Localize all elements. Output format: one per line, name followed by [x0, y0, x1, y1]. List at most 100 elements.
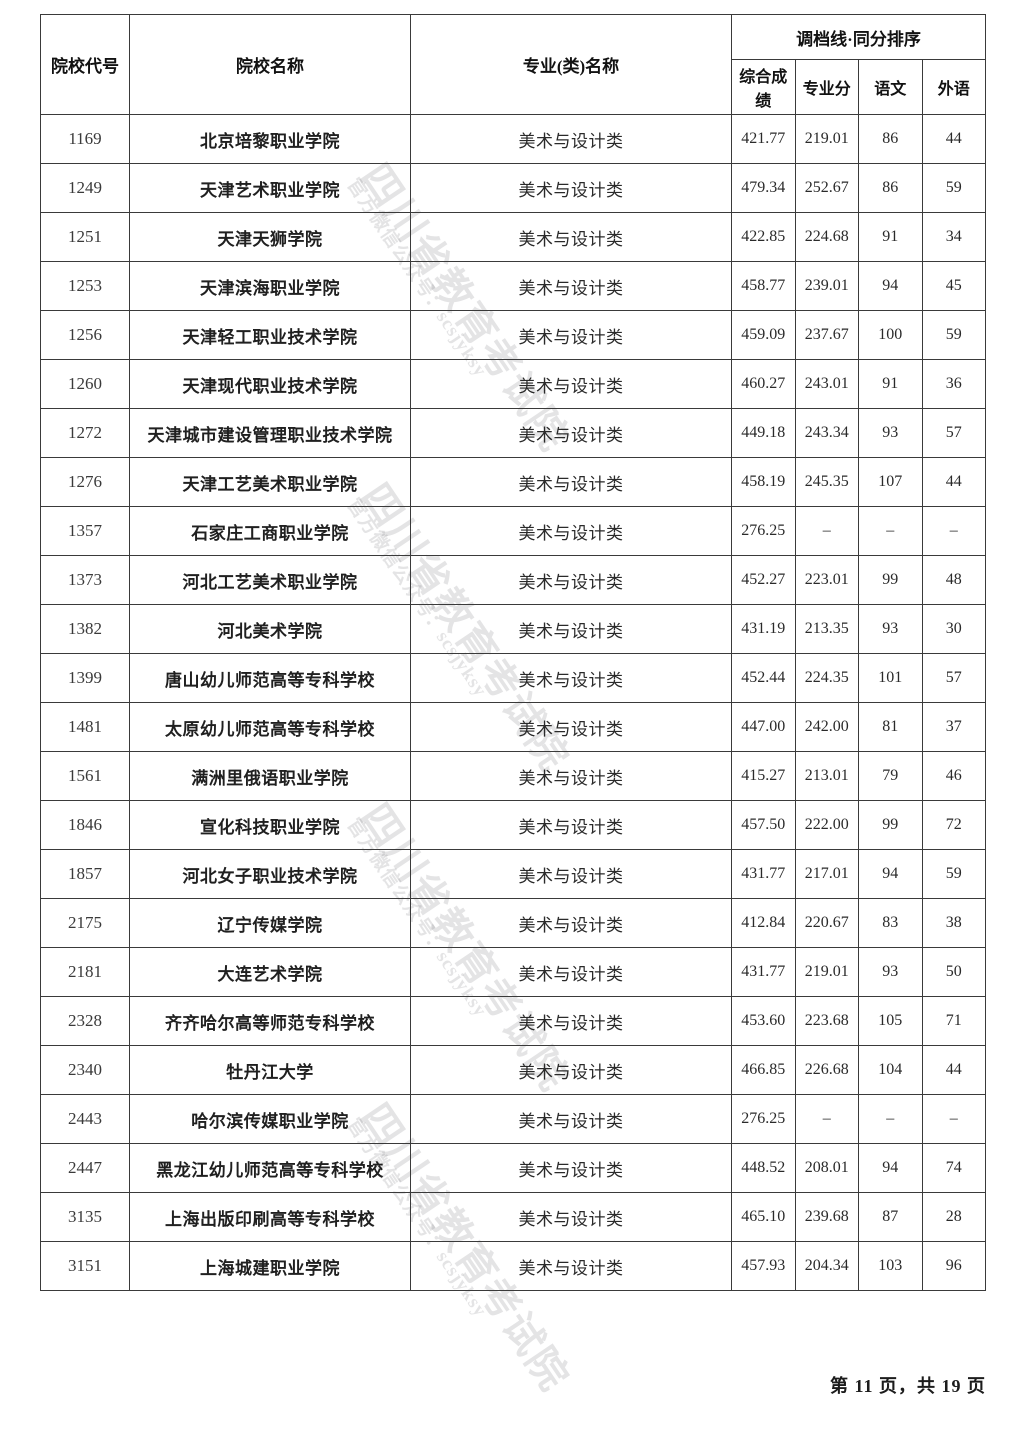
cell-chinese-score: 93 — [858, 947, 923, 997]
cell-chinese-score: 91 — [858, 212, 923, 262]
column-header-foreign-score: 外语 — [921, 59, 986, 115]
cell-major-score: 226.68 — [794, 1045, 859, 1095]
cell-composite-score: 466.85 — [731, 1045, 796, 1095]
table-row: 1253 天津滨海职业学院 美术与设计类 458.77 239.01 94 45 — [40, 261, 986, 311]
cell-composite-score: 453.60 — [731, 996, 796, 1046]
cell-school-code: 2181 — [40, 947, 130, 997]
cell-major-name: 美术与设计类 — [410, 359, 732, 409]
table-row: 1251 天津天狮学院 美术与设计类 422.85 224.68 91 34 — [40, 212, 986, 262]
cell-school-code: 1169 — [40, 114, 130, 164]
table-row: 1169 北京培黎职业学院 美术与设计类 421.77 219.01 86 44 — [40, 114, 986, 164]
cell-school-code: 3151 — [40, 1241, 130, 1291]
cell-major-score: 224.35 — [794, 653, 859, 703]
table-row: 2181 大连艺术学院 美术与设计类 431.77 219.01 93 50 — [40, 947, 986, 997]
table-body: 1169 北京培黎职业学院 美术与设计类 421.77 219.01 86 44 1249 天津… — [40, 114, 986, 1291]
cell-major-score: 222.00 — [794, 800, 859, 850]
cell-chinese-score: 103 — [858, 1241, 923, 1291]
cell-foreign-score: – — [921, 506, 986, 556]
cell-major-name: 美术与设计类 — [410, 408, 732, 458]
cell-foreign-score: 72 — [921, 800, 986, 850]
cell-foreign-score: 59 — [921, 310, 986, 360]
cell-major-score: 242.00 — [794, 702, 859, 752]
cell-chinese-score: 91 — [858, 359, 923, 409]
cell-chinese-score: 86 — [858, 114, 923, 164]
cell-school-code: 1260 — [40, 359, 130, 409]
cell-major-name: 美术与设计类 — [410, 163, 732, 213]
cell-major-name: 美术与设计类 — [410, 996, 732, 1046]
table-row: 2340 牡丹江大学 美术与设计类 466.85 226.68 104 44 — [40, 1045, 986, 1095]
cell-major-score: 223.68 — [794, 996, 859, 1046]
cell-chinese-score: 86 — [858, 163, 923, 213]
table-row: 1399 唐山幼儿师范高等专科学校 美术与设计类 452.44 224.35 101 57 — [40, 653, 986, 703]
cell-composite-score: 431.77 — [731, 947, 796, 997]
cell-major-name: 美术与设计类 — [410, 212, 732, 262]
cell-school-name: 宣化科技职业学院 — [129, 800, 411, 850]
table-header-row-1: 院校代号 院校名称 专业(类)名称 调档线·同分排序 — [40, 14, 986, 115]
cell-major-name: 美术与设计类 — [410, 310, 732, 360]
cell-foreign-score: 46 — [921, 751, 986, 801]
cell-chinese-score: 100 — [858, 310, 923, 360]
cell-school-name: 河北工艺美术职业学院 — [129, 555, 411, 605]
cell-school-code: 1399 — [40, 653, 130, 703]
cell-major-name: 美术与设计类 — [410, 947, 732, 997]
cell-school-name: 上海出版印刷高等专科学校 — [129, 1192, 411, 1242]
cell-school-name: 天津现代职业技术学院 — [129, 359, 411, 409]
table-row: 1256 天津轻工职业技术学院 美术与设计类 459.09 237.67 100 59 — [40, 310, 986, 360]
cell-school-code: 1253 — [40, 261, 130, 311]
cell-school-code: 2175 — [40, 898, 130, 948]
cell-composite-score: 447.00 — [731, 702, 796, 752]
cell-major-score: 208.01 — [794, 1143, 859, 1193]
cell-foreign-score: 37 — [921, 702, 986, 752]
cell-chinese-score: 99 — [858, 555, 923, 605]
cell-major-score: 204.34 — [794, 1241, 859, 1291]
table-row: 2328 齐齐哈尔高等师范专科学校 美术与设计类 453.60 223.68 105 71 — [40, 996, 986, 1046]
cell-major-score: 252.67 — [794, 163, 859, 213]
cell-major-name: 美术与设计类 — [410, 1094, 732, 1144]
column-header-major-name: 专业(类)名称 — [410, 14, 732, 115]
cell-foreign-score: 96 — [921, 1241, 986, 1291]
cell-school-name: 满洲里俄语职业学院 — [129, 751, 411, 801]
cell-school-name: 天津艺术职业学院 — [129, 163, 411, 213]
cell-school-code: 2340 — [40, 1045, 130, 1095]
cell-foreign-score: 34 — [921, 212, 986, 262]
cell-major-name: 美术与设计类 — [410, 261, 732, 311]
cell-chinese-score: 105 — [858, 996, 923, 1046]
table-row: 2443 哈尔滨传媒职业学院 美术与设计类 276.25– – – — [40, 1094, 986, 1144]
cell-composite-score: 415.27 — [731, 751, 796, 801]
cell-foreign-score: 71 — [921, 996, 986, 1046]
cell-major-score: 237.67 — [794, 310, 859, 360]
cell-school-code: 2447 — [40, 1143, 130, 1193]
cell-composite-score: 452.44 — [731, 653, 796, 703]
cell-school-name: 牡丹江大学 — [129, 1045, 411, 1095]
cell-major-score: 223.01 — [794, 555, 859, 605]
cell-school-code: 2443 — [40, 1094, 130, 1144]
cell-composite-score: 449.18 — [731, 408, 796, 458]
cell-school-name: 天津轻工职业技术学院 — [129, 310, 411, 360]
table-row: 3135 上海出版印刷高等专科学校 美术与设计类 465.10 239.68 87 28 — [40, 1192, 986, 1242]
cell-chinese-score: 94 — [858, 261, 923, 311]
cell-foreign-score: 59 — [921, 163, 986, 213]
cell-school-name: 天津滨海职业学院 — [129, 261, 411, 311]
cell-major-name: 美术与设计类 — [410, 751, 732, 801]
cell-composite-score: 458.77 — [731, 261, 796, 311]
cell-composite-score: 276.25 — [731, 1094, 796, 1144]
cell-chinese-score: 104 — [858, 1045, 923, 1095]
cell-school-code: 1373 — [40, 555, 130, 605]
cell-chinese-score: – — [858, 506, 923, 556]
cell-major-score: 224.68 — [794, 212, 859, 262]
cell-foreign-score: 30 — [921, 604, 986, 654]
table-row: 1249 天津艺术职业学院 美术与设计类 479.34 252.67 86 59 — [40, 163, 986, 213]
cell-major-name: 美术与设计类 — [410, 1241, 732, 1291]
cell-major-score: – — [794, 1094, 859, 1144]
cell-major-score: 243.01 — [794, 359, 859, 409]
table-row: 1357 石家庄工商职业学院 美术与设计类 276.25– – – — [40, 506, 986, 556]
cell-foreign-score: 44 — [921, 1045, 986, 1095]
cell-school-code: 1846 — [40, 800, 130, 850]
cell-major-score: 239.68 — [794, 1192, 859, 1242]
cell-composite-score: 458.19 — [731, 457, 796, 507]
table-row: 1373 河北工艺美术职业学院 美术与设计类 452.27 223.01 99 48 — [40, 555, 986, 605]
cell-foreign-score: 28 — [921, 1192, 986, 1242]
cell-foreign-score: 45 — [921, 261, 986, 311]
table-row: 1481 太原幼儿师范高等专科学校 美术与设计类 447.00 242.00 81 37 — [40, 702, 986, 752]
cell-chinese-score: 94 — [858, 849, 923, 899]
